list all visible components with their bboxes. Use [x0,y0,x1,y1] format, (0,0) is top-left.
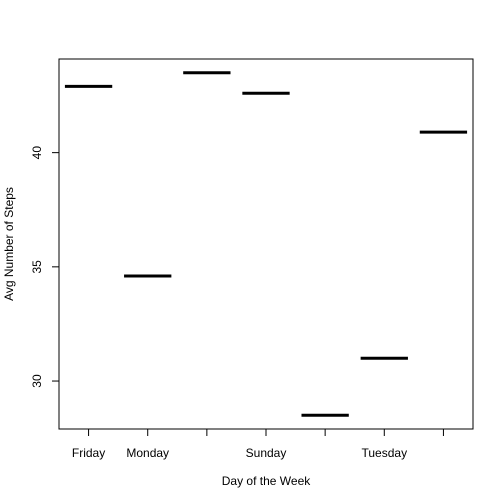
y-axis-title: Avg Number of Steps [2,187,16,301]
data-marks [64,71,468,417]
x-tick-label-friday: Friday [72,446,105,460]
y-tick-label-40: 40 [30,146,44,160]
y-tick-label-30: 30 [30,374,44,388]
x-axis-title: Day of the Week [222,474,311,488]
y-axis: 30 35 40 [30,146,60,388]
x-tick-label-sunday: Sunday [246,446,287,460]
y-tick-label-35: 35 [30,260,44,274]
plot-frame [58,58,474,430]
x-tick-label-monday: Monday [126,446,169,460]
x-tick-label-tuesday: Tuesday [361,446,407,460]
x-axis: Friday Monday Sunday Tuesday [72,428,444,460]
